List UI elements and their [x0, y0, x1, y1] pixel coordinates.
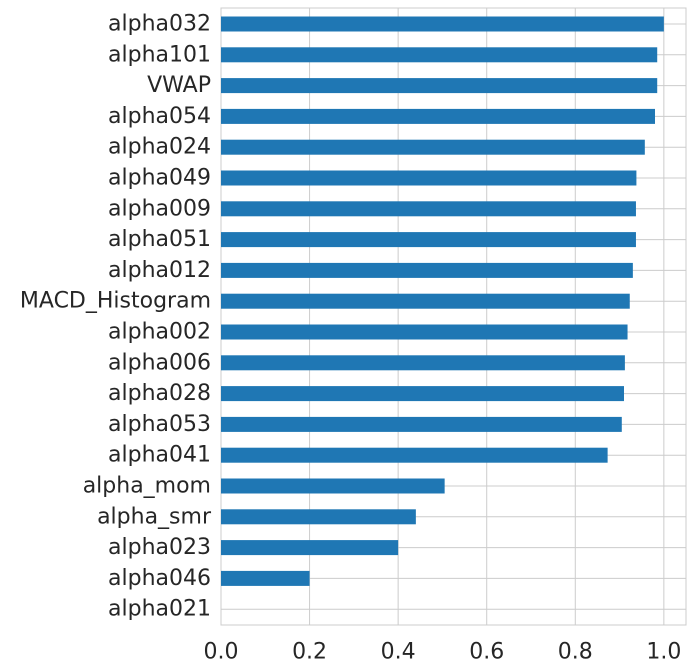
- x-tick-label: 0.2: [292, 640, 327, 665]
- y-tick-label: alpha051: [108, 227, 211, 252]
- bar-alpha012: [221, 262, 633, 278]
- bar-alpha041: [221, 447, 608, 463]
- bar-alpha046: [221, 570, 310, 586]
- x-tick-label: 0.0: [204, 640, 239, 665]
- y-tick-label: alpha053: [108, 412, 211, 437]
- y-tick-label: alpha_smr: [97, 504, 212, 529]
- bar-alpha101: [221, 47, 658, 63]
- y-tick-label: alpha009: [108, 196, 211, 221]
- bar-alpha_mom: [221, 478, 445, 494]
- bar-alpha_smr: [221, 509, 416, 525]
- x-tick-label: 0.8: [558, 640, 593, 665]
- y-tick-label: alpha028: [108, 381, 211, 406]
- y-tick-label: alpha006: [108, 350, 211, 375]
- y-tick-label: alpha002: [108, 320, 211, 345]
- y-tick-label: alpha021: [108, 597, 211, 622]
- y-tick-label: alpha054: [108, 104, 211, 129]
- bar-alpha002: [221, 324, 628, 340]
- bar-alpha023: [221, 540, 399, 556]
- y-tick-label: alpha023: [108, 535, 211, 560]
- y-tick-label: alpha101: [108, 42, 211, 67]
- y-tick-label: alpha046: [108, 566, 211, 591]
- y-tick-label: alpha049: [108, 166, 211, 191]
- bar-alpha028: [221, 386, 624, 402]
- y-tick-label: VWAP: [147, 73, 211, 98]
- x-tick-label: 1.0: [646, 640, 681, 665]
- bar-alpha053: [221, 416, 622, 432]
- y-tick-label: alpha041: [108, 443, 211, 468]
- x-tick-label: 0.6: [469, 640, 504, 665]
- bar-MACD_Histogram: [221, 293, 630, 309]
- y-tick-label: alpha_mom: [83, 474, 211, 499]
- plot-frame: [220, 7, 687, 626]
- y-tick-label: alpha024: [108, 135, 211, 160]
- bar-VWAP: [221, 78, 658, 94]
- x-tick-label: 0.4: [381, 640, 416, 665]
- bar-alpha051: [221, 232, 636, 248]
- bar-alpha024: [221, 139, 645, 155]
- y-tick-label: alpha032: [108, 12, 211, 37]
- y-tick-label: MACD_Histogram: [20, 289, 211, 314]
- y-tick-label: alpha012: [108, 258, 211, 283]
- bar-alpha006: [221, 355, 625, 371]
- bar-alpha032: [221, 16, 664, 32]
- bar-alpha049: [221, 170, 637, 186]
- bar-alpha054: [221, 108, 655, 124]
- bar-alpha009: [221, 201, 636, 217]
